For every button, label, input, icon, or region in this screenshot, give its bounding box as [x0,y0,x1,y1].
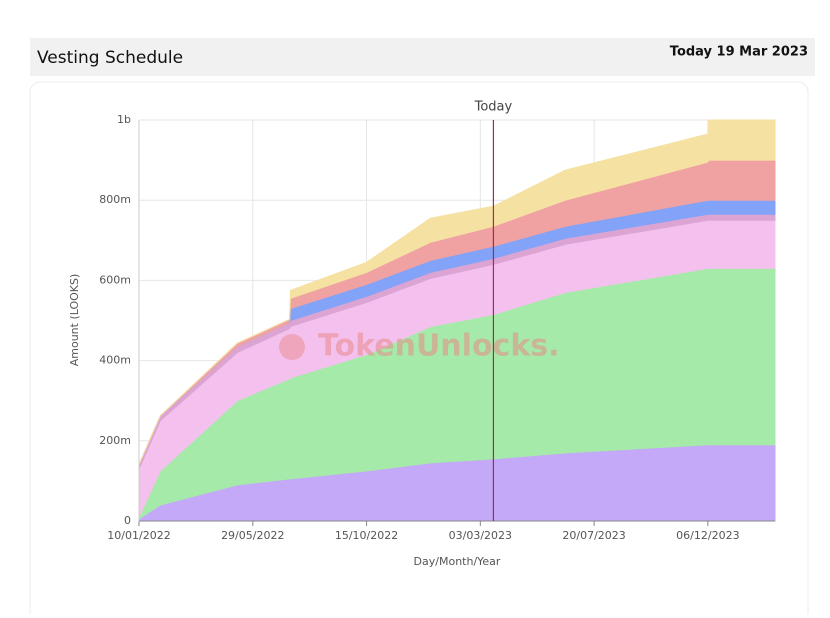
y-tick-label: 400m [99,354,131,367]
y-tick-label: 0 [124,514,131,527]
y-tick-label: 800m [99,193,131,206]
x-tick-label: 06/12/2023 [676,529,739,542]
x-tick-label: 10/01/2022 [107,529,170,542]
area [138,119,776,466]
watermark-logo [279,334,305,360]
y-axis-label: Amount (LOOKS) [68,274,81,367]
today-label: Today [474,100,513,115]
y-tick-label: 600m [99,273,131,286]
today-date: Today 19 Mar 2023 [670,45,808,60]
x-tick-label: 03/03/2023 [449,529,512,542]
x-axis-label: Day/Month/Year [414,555,501,568]
header-band [30,38,815,76]
y-tick-label: 1b [117,113,131,126]
x-tick-label: 29/05/2022 [221,529,284,542]
y-tick-label: 200m [99,434,131,447]
x-tick-label: 20/07/2023 [562,529,625,542]
x-tick-label: 15/10/2022 [335,529,398,542]
watermark: TokenUnlocks. [318,329,560,364]
title: Vesting Schedule [37,48,183,68]
